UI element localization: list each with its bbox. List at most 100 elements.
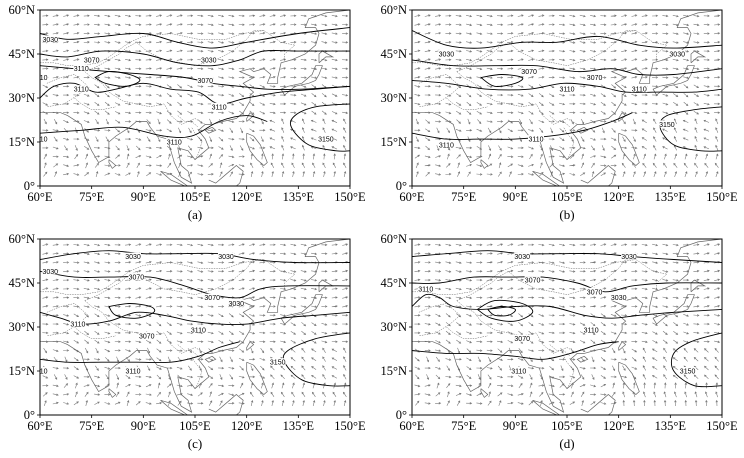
lon-tick-label: 60°E bbox=[27, 190, 53, 204]
lat-tick-label: 15°N bbox=[380, 135, 407, 149]
map-panel: 3030 3070 3030 3070 3110 3110 3110 3110 3150 60°N… bbox=[372, 0, 744, 229]
contour-label: 3030 bbox=[43, 269, 59, 276]
lat-tick-label: 15°N bbox=[380, 364, 407, 378]
wind-vector-field bbox=[42, 14, 349, 177]
lon-tick-label: 75°E bbox=[79, 419, 105, 433]
contour-label: 3030 bbox=[439, 52, 455, 59]
closed-contour bbox=[94, 71, 141, 87]
contour-label: 3150 bbox=[659, 122, 675, 129]
lon-tick-label: 135°E bbox=[282, 419, 315, 433]
lon-tick-label: 150°E bbox=[706, 419, 738, 433]
contour-line bbox=[412, 112, 633, 140]
contour-line bbox=[40, 250, 350, 264]
contour-label: 3070 bbox=[198, 78, 214, 85]
lat-tick-label: 0° bbox=[395, 179, 407, 193]
lat-tick-label: 15°N bbox=[8, 364, 35, 378]
contour-label: 3030 bbox=[621, 254, 637, 261]
coastlines bbox=[40, 10, 350, 186]
wind-vector-field bbox=[414, 14, 721, 178]
lon-tick-label: 90°E bbox=[502, 190, 528, 204]
contour-label: 3070 bbox=[139, 333, 155, 340]
contour-line bbox=[40, 341, 240, 364]
contour-line bbox=[40, 115, 268, 139]
contour-label: 3110 bbox=[439, 142, 454, 149]
lat-tick-label: 0° bbox=[23, 179, 35, 193]
lat-tick-label: 30°N bbox=[8, 320, 35, 334]
contour-line bbox=[40, 82, 350, 105]
panel-caption: (d) bbox=[559, 436, 575, 451]
map-plot: 3030 3070 3030 3070 3110 3110 3110 3110 3110 3110… bbox=[32, 9, 351, 189]
lon-tick-label: 105°E bbox=[179, 190, 211, 204]
lon-tick-label: 75°E bbox=[451, 419, 477, 433]
contour-line bbox=[412, 30, 722, 49]
lon-tick-label: 135°E bbox=[654, 190, 687, 204]
lon-tick-label: 105°E bbox=[179, 419, 211, 433]
map-plot: 3030 3070 3030 3070 3110 3110 3110 3110 3150 bbox=[409, 9, 723, 189]
contour-label: 3110 bbox=[511, 369, 526, 376]
contour-label: 3150 bbox=[318, 137, 334, 144]
contour-label: 3110 bbox=[632, 87, 647, 94]
contour-label: 3070 bbox=[525, 278, 541, 285]
contour-line bbox=[40, 27, 350, 49]
contour-label: 3070 bbox=[587, 75, 603, 82]
contour-label: 3110 bbox=[32, 137, 47, 144]
contour-line bbox=[412, 341, 619, 360]
contour-label: 3110 bbox=[32, 369, 47, 376]
contour-label: 3030 bbox=[669, 52, 685, 59]
lat-tick-label: 60°N bbox=[8, 3, 35, 17]
lon-tick-label: 60°E bbox=[399, 190, 425, 204]
map-panel: 3030 3030 3070 3110 3070 3030 3070 3110 3110 3150… bbox=[372, 229, 744, 458]
lat-tick-label: 45°N bbox=[8, 276, 35, 290]
contour-label: 3110 bbox=[212, 104, 227, 111]
lon-tick-label: 105°E bbox=[551, 419, 583, 433]
lat-tick-label: 45°N bbox=[380, 276, 407, 290]
map-plot: 3030 3030 3030 3070 3070 3030 3110 3070 3110 3110… bbox=[32, 238, 351, 418]
contour-line bbox=[40, 49, 350, 67]
contour-label: 3110 bbox=[74, 66, 89, 73]
lon-tick-label: 75°E bbox=[79, 190, 105, 204]
lat-tick-label: 30°N bbox=[380, 91, 407, 105]
lon-tick-label: 135°E bbox=[282, 190, 315, 204]
panel-caption: (a) bbox=[187, 207, 203, 222]
lon-tick-label: 60°E bbox=[399, 419, 425, 433]
lat-tick-label: 60°N bbox=[8, 232, 35, 246]
contour-line bbox=[40, 270, 350, 299]
contour-label: 3110 bbox=[167, 140, 182, 147]
lat-tick-label: 60°N bbox=[380, 3, 407, 17]
closed-contour bbox=[477, 299, 534, 322]
contour-line bbox=[670, 332, 722, 388]
contour-label: 3030 bbox=[218, 254, 234, 261]
contour-label: 3110 bbox=[191, 327, 206, 334]
map-panel: 3030 3030 3030 3070 3070 3030 3110 3070 3110 3110… bbox=[0, 229, 372, 458]
contour-label: 3110 bbox=[528, 137, 543, 144]
lon-tick-label: 120°E bbox=[230, 419, 263, 433]
contour-label: 3070 bbox=[587, 289, 603, 296]
contour-label: 3030 bbox=[43, 37, 59, 44]
contour-line bbox=[659, 106, 722, 152]
contour-label: 3150 bbox=[270, 360, 286, 367]
lat-tick-label: 30°N bbox=[380, 320, 407, 334]
contour-label: 3030 bbox=[611, 295, 627, 302]
lat-tick-label: 30°N bbox=[8, 91, 35, 105]
lon-tick-label: 150°E bbox=[334, 190, 366, 204]
coastlines bbox=[412, 10, 722, 186]
contour-label: 3030 bbox=[229, 301, 245, 308]
contour-label: 3110 bbox=[125, 369, 140, 376]
lon-tick-label: 120°E bbox=[602, 419, 635, 433]
closed-contour bbox=[108, 303, 156, 319]
lon-tick-label: 105°E bbox=[551, 190, 583, 204]
lon-tick-label: 90°E bbox=[130, 190, 156, 204]
contour-label: 3030 bbox=[514, 254, 530, 261]
lat-tick-label: 0° bbox=[395, 408, 407, 422]
lat-tick-label: 15°N bbox=[8, 135, 35, 149]
closed-contour bbox=[487, 306, 516, 317]
lon-tick-label: 120°E bbox=[230, 190, 263, 204]
lon-tick-label: 60°E bbox=[27, 419, 53, 433]
lon-tick-label: 90°E bbox=[502, 419, 528, 433]
lon-tick-label: 135°E bbox=[654, 419, 687, 433]
contour-label: 3110 bbox=[32, 75, 47, 82]
lon-tick-label: 150°E bbox=[334, 419, 366, 433]
contour-label: 3110 bbox=[559, 87, 574, 94]
lat-tick-label: 45°N bbox=[380, 47, 407, 61]
lon-tick-label: 150°E bbox=[706, 190, 738, 204]
